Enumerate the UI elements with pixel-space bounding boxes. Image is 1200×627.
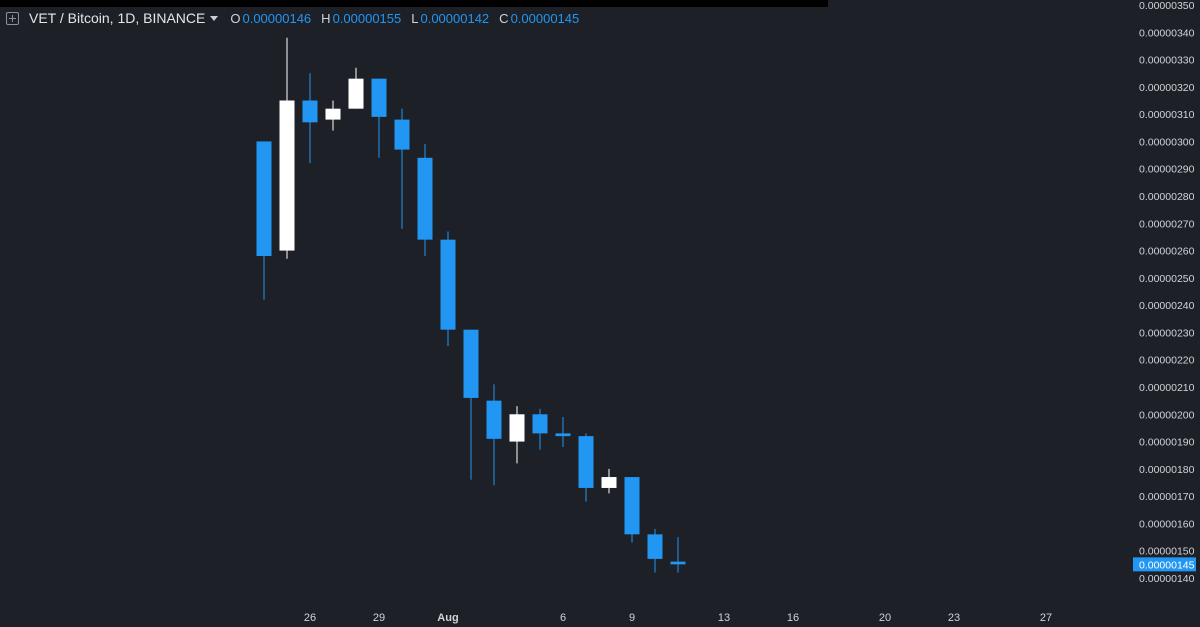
- time-tick-label: 6: [560, 612, 566, 624]
- price-tick-label: 0.00000140: [1139, 573, 1195, 585]
- candle-body: [578, 436, 594, 488]
- candle[interactable]: [463, 329, 479, 480]
- price-tick-label: 0.00000200: [1139, 409, 1195, 421]
- candle[interactable]: [670, 537, 686, 573]
- candle-body: [371, 78, 387, 117]
- chart-legend: VET / Bitcoin, 1D, BINANCE O 0.00000146 …: [6, 8, 589, 28]
- price-tick-label: 0.00000340: [1139, 27, 1195, 39]
- candle-body: [509, 414, 525, 442]
- price-tick-label: 0.00000160: [1139, 518, 1195, 530]
- time-tick-label: Aug: [437, 612, 458, 624]
- candle[interactable]: [394, 108, 410, 229]
- price-tick-label: 0.00000150: [1139, 546, 1195, 558]
- price-tick-label: 0.00000300: [1139, 136, 1195, 148]
- time-tick-label: 29: [373, 612, 385, 624]
- price-tick-label: 0.00000290: [1139, 164, 1195, 176]
- candle[interactable]: [256, 141, 272, 300]
- candle-body: [325, 108, 341, 120]
- candle-body: [394, 119, 410, 150]
- price-tick-label: 0.00000320: [1139, 82, 1195, 94]
- time-tick-label: 27: [1040, 612, 1052, 624]
- price-tick-label: 0.00000330: [1139, 55, 1195, 67]
- candle-body: [555, 433, 571, 437]
- candle[interactable]: [647, 528, 663, 573]
- candle[interactable]: [486, 384, 502, 486]
- top-edge-strip: [0, 0, 828, 7]
- price-tick-label: 0.00000250: [1139, 273, 1195, 285]
- candle[interactable]: [417, 144, 433, 257]
- candle[interactable]: [578, 433, 594, 502]
- time-tick-label: 23: [948, 612, 960, 624]
- candle-body: [463, 329, 479, 398]
- last-price-badge-bg: [1133, 557, 1196, 572]
- close-value: 0.00000145: [510, 10, 580, 26]
- candle[interactable]: [302, 73, 318, 164]
- price-tick-label: 0.00000270: [1139, 218, 1195, 230]
- collapse-legend-icon[interactable]: [6, 11, 19, 25]
- price-tick-label: 0.00000240: [1139, 300, 1195, 312]
- price-tick-label: 0.00000260: [1139, 246, 1195, 258]
- price-tick-label: 0.00000180: [1139, 464, 1195, 476]
- price-axis[interactable]: 0.00000350 0.00000340 0.00000330 0.00000320…: [1139, 0, 1195, 585]
- time-tick-label: 9: [629, 612, 635, 624]
- candle-body: [624, 477, 640, 535]
- candle[interactable]: [279, 37, 295, 259]
- price-tick-label: 0.00000220: [1139, 355, 1195, 367]
- candle[interactable]: [440, 231, 456, 347]
- time-axis[interactable]: 26 29 Aug 6 9 13 16 20 23 27: [304, 612, 1052, 624]
- candle-body: [279, 100, 295, 251]
- candle[interactable]: [601, 468, 617, 494]
- candle[interactable]: [348, 67, 364, 109]
- open-label: O: [230, 10, 241, 26]
- candle-body: [601, 477, 617, 488]
- price-tick-label: 0.00000280: [1139, 191, 1195, 203]
- last-price-badge: 0.00000145: [1133, 557, 1196, 572]
- time-tick-label: 16: [787, 612, 799, 624]
- candle[interactable]: [532, 408, 548, 450]
- price-tick-label: 0.00000170: [1139, 491, 1195, 503]
- time-tick-label: 26: [304, 612, 316, 624]
- candle[interactable]: [555, 417, 571, 448]
- candle-body: [532, 414, 548, 434]
- candle[interactable]: [509, 406, 525, 464]
- price-tick-label: 0.00000210: [1139, 382, 1195, 394]
- candle-body: [302, 100, 318, 123]
- low-label: L: [411, 10, 419, 26]
- open-value: 0.00000146: [242, 10, 312, 26]
- chevron-down-icon[interactable]: [210, 15, 219, 21]
- low-value: 0.00000142: [420, 10, 490, 26]
- price-tick-label: 0.00000350: [1139, 0, 1195, 12]
- candles-layer: [256, 37, 686, 573]
- price-tick-label: 0.00000190: [1139, 437, 1195, 449]
- candle-body: [348, 78, 364, 109]
- candle[interactable]: [624, 477, 640, 543]
- close-label: C: [499, 10, 509, 26]
- high-value: 0.00000155: [332, 10, 402, 26]
- candle[interactable]: [371, 78, 387, 158]
- candle-body: [486, 400, 502, 439]
- candle-body: [647, 534, 663, 559]
- high-label: H: [321, 10, 331, 26]
- candle-body: [417, 157, 433, 240]
- time-tick-label: 20: [879, 612, 891, 624]
- time-tick-label: 13: [718, 612, 730, 624]
- symbol-title[interactable]: VET / Bitcoin, 1D, BINANCE: [29, 10, 206, 26]
- candle-body: [670, 561, 686, 565]
- candle-body: [256, 141, 272, 257]
- price-tick-label: 0.00000310: [1139, 109, 1195, 121]
- last-price-badge-label: 0.00000145: [1139, 559, 1195, 571]
- price-tick-label: 0.00000230: [1139, 327, 1195, 339]
- candle-body: [440, 239, 456, 330]
- candle[interactable]: [325, 100, 341, 131]
